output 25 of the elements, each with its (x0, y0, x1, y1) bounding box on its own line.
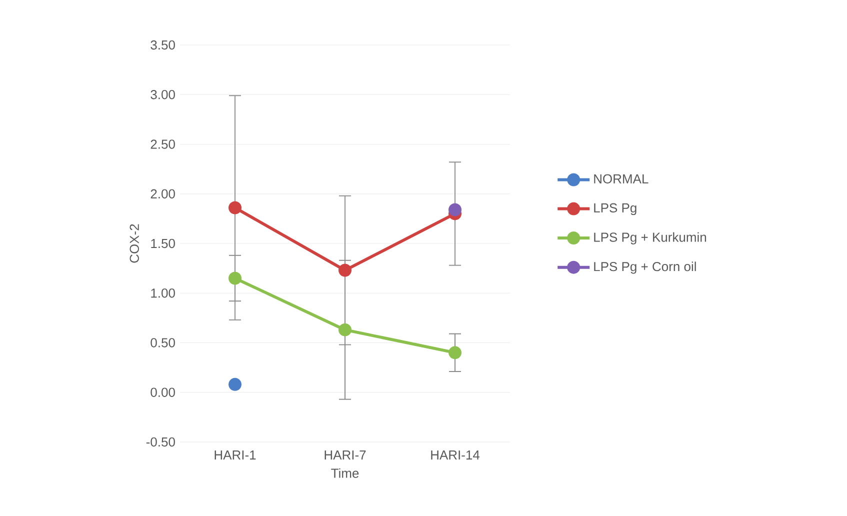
point (338, 323, 352, 336)
x-tick-label: HARI-1 (214, 450, 256, 460)
y-tick-label: 3.00 (150, 90, 175, 100)
point (448, 346, 462, 360)
x-axis-title: Time (331, 468, 359, 478)
x-tick-label: HARI-14 (431, 450, 480, 460)
x-tick-label: HARI-7 (324, 450, 366, 460)
point (228, 272, 242, 285)
y-tick-label: -0.50 (146, 437, 175, 447)
legend-label: NORMAL (594, 174, 648, 184)
y-tick-label: 1.00 (151, 288, 175, 298)
y-tick-label: 1.50 (151, 238, 175, 248)
legend-label: LPS Pg (594, 203, 636, 216)
y-tick-label: 0.50 (150, 338, 175, 348)
point (448, 203, 462, 216)
y-axis-title: COX-2 (130, 224, 139, 263)
y-tick-label: 2.50 (150, 140, 175, 149)
y-tick-label: 2.00 (150, 189, 175, 198)
point (228, 201, 242, 214)
y-tick-label: 0.00 (150, 388, 175, 397)
point (228, 378, 242, 391)
point (338, 264, 352, 277)
legend-label: LPS Pg + Kurkumin (594, 232, 706, 244)
legend-label: LPS Pg + Corn oil (594, 262, 696, 274)
y-tick-label: 3.50 (150, 40, 175, 50)
